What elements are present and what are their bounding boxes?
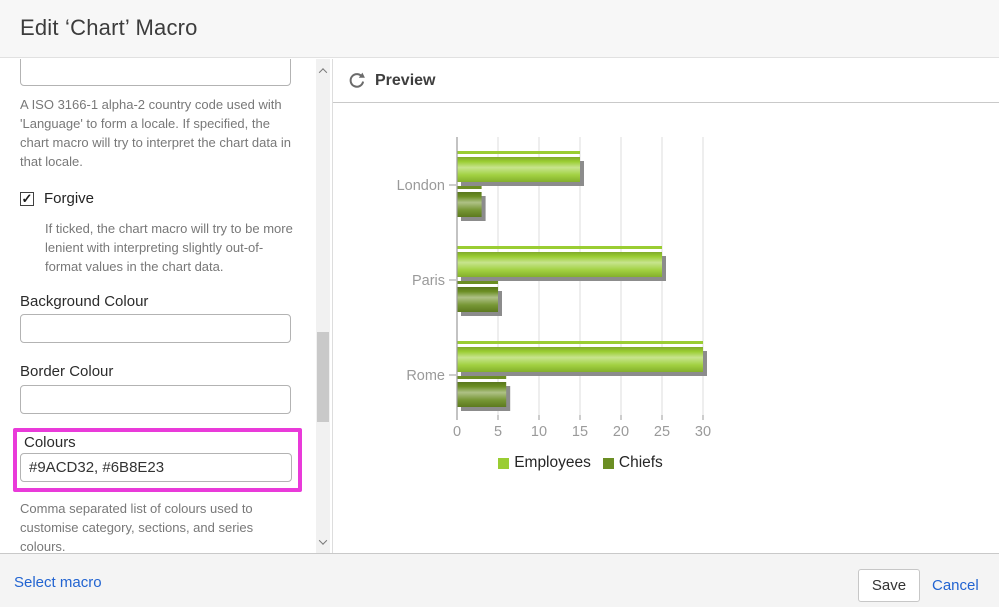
forgive-checkbox[interactable]: ✓: [20, 191, 34, 206]
scroll-up-icon[interactable]: [316, 62, 330, 79]
dialog-footer: Select macro Save Cancel: [0, 553, 999, 607]
bar-top-edge: [457, 186, 482, 189]
bar-top-edge: [457, 151, 580, 154]
save-button[interactable]: Save: [858, 569, 920, 602]
scrollbar-thumb[interactable]: [317, 332, 329, 422]
dialog-title: Edit ‘Chart’ Macro: [20, 15, 198, 40]
country-code-help: A ISO 3166-1 alpha-2 country code used w…: [20, 97, 291, 169]
cancel-link[interactable]: Cancel: [932, 577, 979, 594]
preview-title: Preview: [375, 71, 436, 89]
form-scrollbar[interactable]: [316, 59, 330, 553]
border-colour-input[interactable]: [20, 385, 291, 414]
macro-form-panel: A ISO 3166-1 alpha-2 country code used w…: [0, 59, 316, 553]
select-macro-link[interactable]: Select macro: [14, 574, 102, 591]
bar-Rome-Employees: [457, 347, 703, 372]
x-tick-label: 5: [494, 424, 502, 440]
preview-panel: Preview London Paris Rome 0 5 10 15 20 25 30 Empl…: [332, 59, 999, 553]
preview-chart: London Paris Rome 0 5 10 15 20 25 30: [397, 137, 711, 440]
bar-top-edge: [457, 376, 507, 379]
category-label: Paris: [412, 273, 445, 289]
forgive-field: ✓ Forgive: [20, 190, 94, 207]
legend-swatch-icon: [498, 457, 510, 469]
legend-item-Chiefs: Chiefs: [602, 454, 663, 472]
legend-label: Employees: [514, 454, 591, 471]
category-label: Rome: [406, 368, 445, 384]
colours-label: Colours: [24, 434, 76, 451]
bar-London-Chiefs: [457, 192, 482, 217]
legend-swatch-icon: [602, 457, 614, 469]
colours-highlight-annotation: Colours: [13, 428, 302, 492]
legend-item-Employees: Employees: [498, 454, 591, 472]
refresh-icon[interactable]: [346, 71, 366, 91]
background-colour-label: Background Colour: [20, 293, 149, 310]
bar-top-edge: [457, 281, 498, 284]
border-colour-label: Border Colour: [20, 363, 114, 380]
x-tick-label: 10: [531, 424, 547, 440]
bar-Rome-Chiefs: [457, 382, 507, 407]
colours-help: Comma separated list of colours used to …: [20, 501, 254, 553]
x-tick-label: 30: [695, 424, 711, 440]
bar-top-edge: [457, 246, 662, 249]
colours-input[interactable]: [20, 453, 292, 482]
x-tick-label: 0: [453, 424, 461, 440]
dialog-header: Edit ‘Chart’ Macro: [0, 0, 999, 58]
x-tick-label: 15: [572, 424, 588, 440]
background-colour-input[interactable]: [20, 314, 291, 343]
forgive-help: If ticked, the chart macro will try to b…: [45, 221, 293, 274]
scroll-down-icon[interactable]: [316, 533, 330, 550]
x-tick-label: 25: [654, 424, 670, 440]
x-tick-label: 20: [613, 424, 629, 440]
bar-Paris-Chiefs: [457, 287, 498, 312]
legend-label: Chiefs: [618, 454, 663, 471]
chart-legend: Employees Chiefs: [457, 453, 704, 473]
bar-Paris-Employees: [457, 252, 662, 277]
bar-London-Employees: [457, 157, 580, 182]
country-code-input[interactable]: [20, 59, 291, 86]
forgive-label: Forgive: [44, 190, 95, 207]
bar-top-edge: [457, 341, 703, 344]
preview-header: Preview: [333, 59, 999, 103]
category-label: London: [397, 178, 445, 194]
